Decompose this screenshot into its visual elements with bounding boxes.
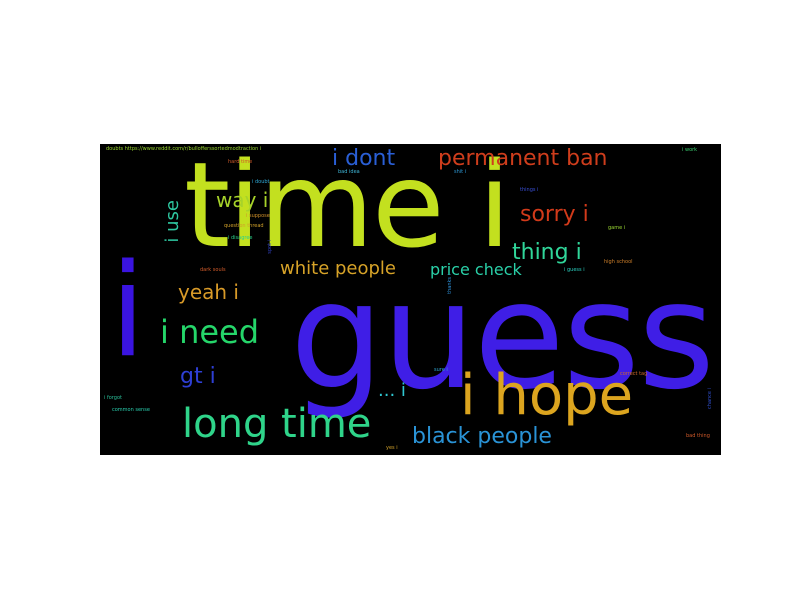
word-permanent-ban: permanent ban xyxy=(438,146,608,171)
word-hard-time: hard time xyxy=(228,159,253,165)
word-i-guess-i-small: i guess i xyxy=(564,267,585,273)
word-doubts-url: doubts https://www.reddit.com/r/bulloffe… xyxy=(106,146,262,152)
word-time-i: time i xyxy=(184,144,511,274)
word-gt-i: gt i xyxy=(180,364,216,389)
word-i-suppose: i suppose xyxy=(246,213,270,219)
word-thanks-i: thanks i xyxy=(447,274,453,294)
word-things-i: things i xyxy=(520,187,539,193)
word-game-i: game i xyxy=(608,225,626,231)
word-price-check: price check xyxy=(430,260,522,279)
word-common-sense: common sense xyxy=(112,407,150,413)
word-i-dont: i dont xyxy=(332,146,396,171)
word-i-need: i need xyxy=(160,313,260,351)
word-chance-i: chance i xyxy=(707,388,713,409)
word-i-large: i xyxy=(110,237,146,386)
word-sure-i: sure i xyxy=(434,367,448,373)
word-way-i: way i xyxy=(216,188,269,212)
word-i-hope: i hope xyxy=(460,363,634,428)
word-cloud: time i i guess i hope long time i need i… xyxy=(100,144,721,455)
word-shit-i: shit i xyxy=(454,169,467,175)
word-bad-idea: bad idea xyxy=(338,169,360,175)
word-question-thread: question thread xyxy=(224,223,264,229)
word-i-use: i use xyxy=(162,200,183,243)
word-dark-souls: dark souls xyxy=(200,267,226,273)
word-thing-i: thing i xyxy=(512,240,582,265)
word-yes-i: yes i xyxy=(386,445,398,451)
word-black-people: black people xyxy=(412,424,552,449)
word-sorry-i: sorry i xyxy=(520,202,589,227)
word-white-people: white people xyxy=(280,258,396,279)
word-i-forgot: i forgot xyxy=(104,395,122,401)
word-yeah-i: yeah i xyxy=(178,280,239,304)
word-correct-tag: correct tag xyxy=(620,371,648,377)
word-spot-i: spot i xyxy=(267,240,273,254)
word-high-school: high school xyxy=(604,259,633,265)
word-bad-thing: bad thing xyxy=(686,433,710,439)
word-i-doubt: i doubt xyxy=(252,179,270,185)
word-ellipsis-i: ... i xyxy=(378,380,406,401)
word-i-disagree: i disagree xyxy=(228,235,253,241)
word-long-time: long time xyxy=(182,401,372,447)
word-i-work: i work xyxy=(682,147,698,153)
word-guess: guess xyxy=(290,250,715,422)
